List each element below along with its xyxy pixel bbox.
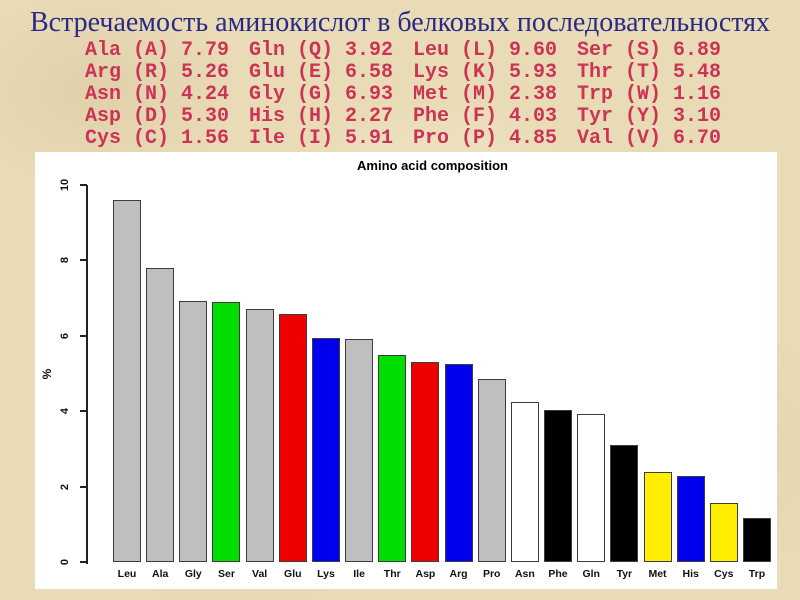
table-cell: Ile (I) 5.91 bbox=[249, 127, 394, 150]
table-cell: Asp (D) 5.30 bbox=[85, 105, 230, 128]
table-row: Asp (D) 5.30 His (H) 2.27 Phe (F) 4.03 Tyr … bbox=[85, 106, 741, 128]
y-tick-label: 10 bbox=[59, 178, 71, 192]
bar-tyr bbox=[610, 445, 639, 562]
x-label: Cys bbox=[714, 568, 734, 580]
table-cell: Ser (S) 6.89 bbox=[577, 39, 722, 62]
y-tick-label: 0 bbox=[59, 558, 71, 566]
bar-arg bbox=[444, 363, 473, 562]
x-label: Phe bbox=[548, 568, 568, 580]
bar-ser bbox=[212, 302, 241, 562]
x-label: Met bbox=[648, 568, 667, 580]
bar-pro bbox=[477, 379, 506, 562]
table-cell: Tyr (Y) 3.10 bbox=[577, 105, 722, 128]
y-axis-ticks: 0 2 4 6 8 10 bbox=[35, 179, 88, 566]
x-axis-labels: Leu Ala Gly Ser Val Glu Lys Ile Thr Asp Arg Pro Asn P… bbox=[113, 568, 771, 580]
x-label: Asn bbox=[514, 568, 535, 580]
bar-leu bbox=[113, 200, 141, 562]
bar-asn bbox=[510, 402, 539, 562]
y-tick-label: 2 bbox=[59, 483, 71, 490]
x-label: Thr bbox=[383, 568, 401, 580]
table-cell: Met (M) 2.38 bbox=[413, 83, 558, 106]
bar-his bbox=[676, 476, 705, 562]
x-label: Tyr bbox=[616, 568, 633, 580]
y-tick bbox=[80, 485, 87, 488]
bar-cys bbox=[709, 503, 738, 562]
slide-title: Встречаемость аминокислот в белковых пос… bbox=[29, 7, 771, 38]
y-tick-label: 4 bbox=[59, 408, 71, 415]
bar-lys bbox=[311, 338, 340, 562]
table-row: Arg (R) 5.26 Glu (E) 6.58 Lys (K) 5.93 Thr … bbox=[85, 62, 741, 84]
bar-trp bbox=[742, 518, 771, 562]
bar-ala bbox=[146, 268, 175, 562]
x-label: Asp bbox=[415, 568, 436, 580]
table-cell: Gln (Q) 3.92 bbox=[249, 39, 394, 62]
bar-thr bbox=[378, 355, 407, 562]
table-cell: Arg (R) 5.26 bbox=[85, 61, 230, 84]
chart-title: Amino acid composition bbox=[357, 158, 508, 173]
x-label: Pro bbox=[482, 568, 501, 580]
bar-glu bbox=[278, 313, 307, 562]
table-row: Ala (A) 7.79 Gln (Q) 3.92 Leu (L) 9.60 Ser … bbox=[85, 40, 741, 62]
x-label: Trp bbox=[748, 568, 766, 580]
y-tick-label: 6 bbox=[59, 332, 71, 339]
x-label: Leu bbox=[117, 568, 137, 580]
bar-gly bbox=[179, 300, 208, 562]
y-tick bbox=[80, 259, 87, 262]
table-cell: Val (V) 6.70 bbox=[577, 127, 722, 150]
x-label: Arg bbox=[449, 568, 468, 580]
table-cell: Pro (P) 4.85 bbox=[413, 127, 558, 150]
table-cell: Phe (F) 4.03 bbox=[413, 105, 558, 128]
x-label: His bbox=[682, 568, 699, 580]
bar-ile bbox=[345, 339, 374, 562]
y-tick bbox=[80, 334, 87, 337]
table-cell: Cys (C) 1.56 bbox=[85, 127, 230, 150]
x-label: Gln bbox=[582, 568, 600, 580]
bar-met bbox=[643, 472, 672, 562]
y-tick bbox=[80, 561, 87, 563]
bar-val bbox=[245, 309, 274, 562]
table-cell: Trp (W) 1.16 bbox=[577, 83, 722, 106]
x-label: Ile bbox=[353, 568, 365, 580]
bar-phe bbox=[544, 410, 573, 562]
bar-gln bbox=[577, 414, 606, 562]
table-cell: His (H) 2.27 bbox=[249, 105, 394, 128]
table-cell: Ala (A) 7.79 bbox=[85, 39, 230, 62]
bar-asp bbox=[411, 362, 440, 562]
amino-acid-frequency-table: Ala (A) 7.79 Gln (Q) 3.92 Leu (L) 9.60 Ser … bbox=[85, 40, 741, 150]
table-row: Asn (N) 4.24 Gly (G) 6.93 Met (M) 2.38 Trp … bbox=[85, 84, 741, 106]
y-tick bbox=[80, 184, 87, 186]
x-label: Glu bbox=[284, 568, 302, 580]
table-cell: Glu (E) 6.58 bbox=[249, 61, 394, 84]
bars bbox=[113, 185, 771, 562]
x-label: Ser bbox=[218, 568, 235, 580]
x-label: Ala bbox=[151, 568, 169, 580]
y-axis bbox=[86, 185, 88, 564]
composition-chart: Amino acid composition 0 2 4 6 8 10 % Leu Ala G… bbox=[35, 152, 777, 589]
table-row: Cys (C) 1.56 Ile (I) 5.91 Pro (P) 4.85 Val … bbox=[85, 128, 741, 150]
y-tick bbox=[80, 410, 87, 413]
x-label: Lys bbox=[317, 568, 335, 580]
table-cell: Leu (L) 9.60 bbox=[413, 39, 558, 62]
y-tick-label: 8 bbox=[59, 257, 71, 264]
table-cell: Asn (N) 4.24 bbox=[85, 83, 230, 106]
table-cell: Gly (G) 6.93 bbox=[249, 83, 394, 106]
table-cell: Thr (T) 5.48 bbox=[577, 61, 722, 84]
table-cell: Lys (K) 5.93 bbox=[413, 61, 558, 84]
x-label: Gly bbox=[184, 568, 202, 580]
x-label: Val bbox=[252, 568, 268, 580]
